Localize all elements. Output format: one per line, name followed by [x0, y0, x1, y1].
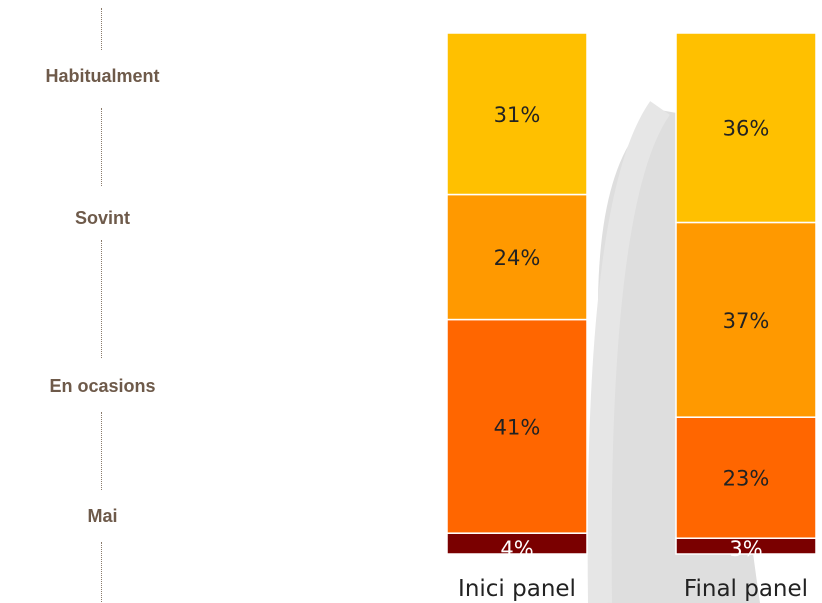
legend-dotted-line — [101, 108, 102, 186]
bar-segment-sovint — [446, 193, 588, 321]
category-label: Final panel — [684, 576, 808, 602]
bar-segment-habitualment — [446, 32, 588, 196]
data-label: 31% — [494, 103, 541, 127]
bar-segment-sovint — [675, 221, 817, 418]
bar-segment-en-ocasions — [675, 416, 817, 539]
legend-label-mai: Mai — [87, 506, 118, 526]
data-label: 3% — [729, 537, 762, 561]
category-label: Inici panel — [458, 576, 576, 602]
data-label: 41% — [494, 415, 541, 439]
data-label: 23% — [723, 467, 770, 491]
data-label: 4% — [500, 537, 533, 561]
bar-segment-en-ocasions — [446, 318, 588, 534]
data-label: 24% — [494, 246, 541, 270]
legend-label-habitualment: Habitualment — [45, 66, 160, 86]
legend-dotted-line — [101, 8, 102, 50]
data-label: 37% — [723, 309, 770, 333]
bar-segment-habitualment — [675, 32, 817, 224]
legend-label-en-ocasions: En ocasions — [49, 376, 156, 396]
legend-dotted-line — [101, 412, 102, 490]
legend-dotted-line — [101, 240, 102, 358]
legend-label-sovint: Sovint — [74, 208, 130, 228]
legend-dotted-line — [101, 542, 102, 602]
data-label: 36% — [723, 117, 770, 141]
